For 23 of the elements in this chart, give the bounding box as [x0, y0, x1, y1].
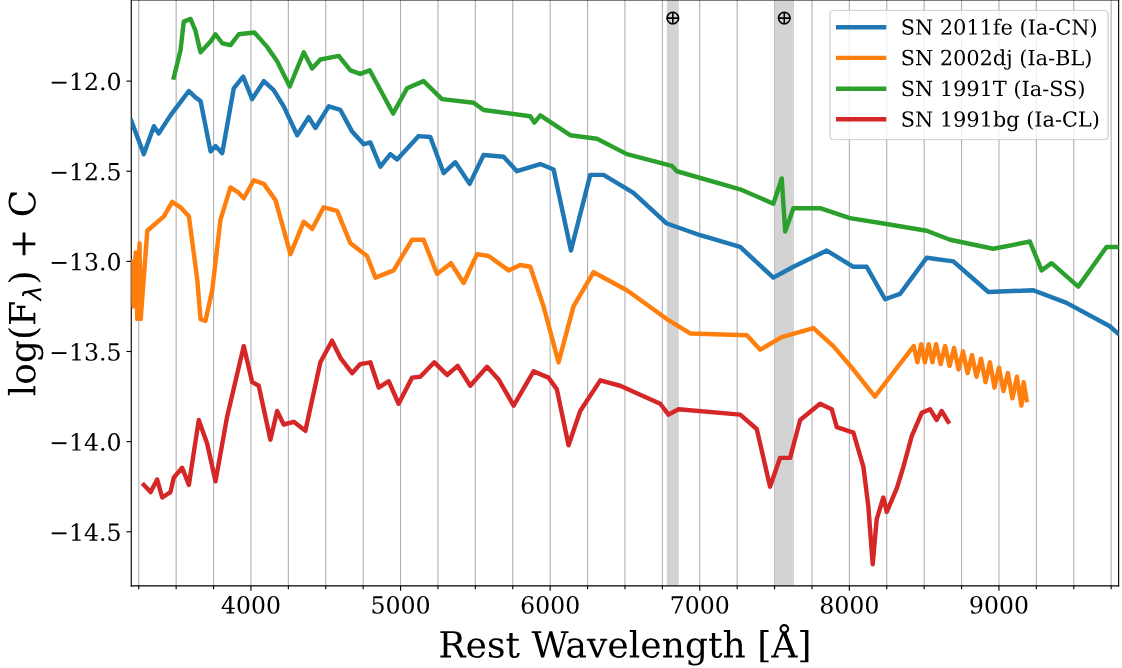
- line-series: [131, 74, 1119, 336]
- y-axis-title: log(F$_{λ}$) + C: [7, 191, 44, 396]
- y-tick-label: −12.0: [51, 72, 120, 91]
- legend-label: SN 1991T (Ia-SS): [902, 80, 1084, 100]
- x-tick-label: 4000: [221, 595, 280, 614]
- y-tick-label: −13.0: [51, 252, 120, 271]
- line-series: [141, 338, 951, 567]
- y-tick-label: −14.5: [51, 523, 120, 542]
- x-tick-label: 9000: [970, 595, 1028, 614]
- x-tick-label: 5000: [372, 595, 430, 614]
- legend-label: SN 2011fe (Ia-CN): [902, 18, 1096, 38]
- band-label: ⊕: [777, 11, 791, 25]
- x-axis-title: Rest Wavelength [Å]: [440, 623, 809, 666]
- y-tick-label: −12.5: [51, 162, 120, 181]
- x-tick-label: 7000: [671, 595, 729, 614]
- x-tick-label: 6000: [521, 595, 579, 614]
- band-label: ⊕: [666, 11, 680, 25]
- line-series: [131, 178, 1029, 408]
- legend-label: SN 1991bg (Ia-CL): [902, 110, 1099, 132]
- legend-label: SN 2002dj (Ia-BL): [902, 49, 1091, 70]
- x-tick-label: 8000: [820, 595, 878, 614]
- y-tick-label: −13.5: [51, 342, 120, 361]
- y-tick-label: −14.0: [51, 433, 120, 451]
